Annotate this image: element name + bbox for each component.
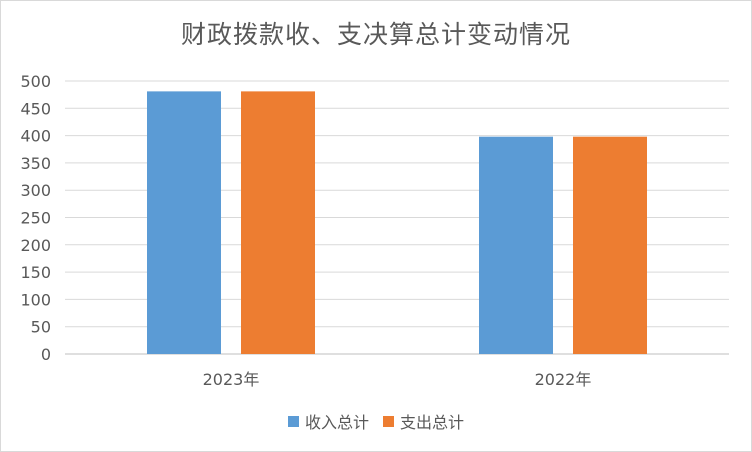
chart-title: 财政拨款收、支决算总计变动情况 <box>180 20 571 49</box>
bar-income <box>147 91 221 355</box>
y-tick-label: 150 <box>20 263 51 282</box>
x-tick-label: 2023年 <box>203 370 260 389</box>
bars <box>147 91 647 355</box>
legend: 收入总计 支出总计 <box>1 409 751 433</box>
y-tick-label: 450 <box>20 99 51 118</box>
y-tick-label: 200 <box>20 236 51 255</box>
y-tick-label: 350 <box>20 154 51 173</box>
y-tick-label: 100 <box>20 290 51 309</box>
y-axis-ticks: 0 50 100 150 200 250 300 350 400 450 500 <box>20 72 51 364</box>
legend-label-income: 收入总计 <box>304 413 369 432</box>
bar-expense <box>241 91 315 355</box>
y-tick-label: 300 <box>20 181 51 200</box>
y-tick-label: 250 <box>20 209 51 228</box>
x-tick-label: 2022年 <box>535 370 592 389</box>
legend-swatch-income <box>287 415 299 427</box>
bar-chart: 0 50 100 150 200 250 300 350 400 450 500 2023年 2022… <box>20 72 729 389</box>
y-tick-label: 400 <box>20 127 51 146</box>
y-tick-label: 0 <box>41 345 51 364</box>
bar-expense <box>573 136 647 354</box>
bar-income <box>479 136 553 354</box>
legend-item-income: 收入总计 <box>287 409 369 433</box>
x-axis-ticks: 2023年 2022年 <box>203 370 592 389</box>
y-tick-label: 50 <box>31 318 51 337</box>
legend-item-expense: 支出总计 <box>383 409 464 433</box>
y-tick-label: 500 <box>20 72 51 91</box>
legend-swatch-expense <box>383 415 394 427</box>
legend-label-expense: 支出总计 <box>400 413 465 432</box>
